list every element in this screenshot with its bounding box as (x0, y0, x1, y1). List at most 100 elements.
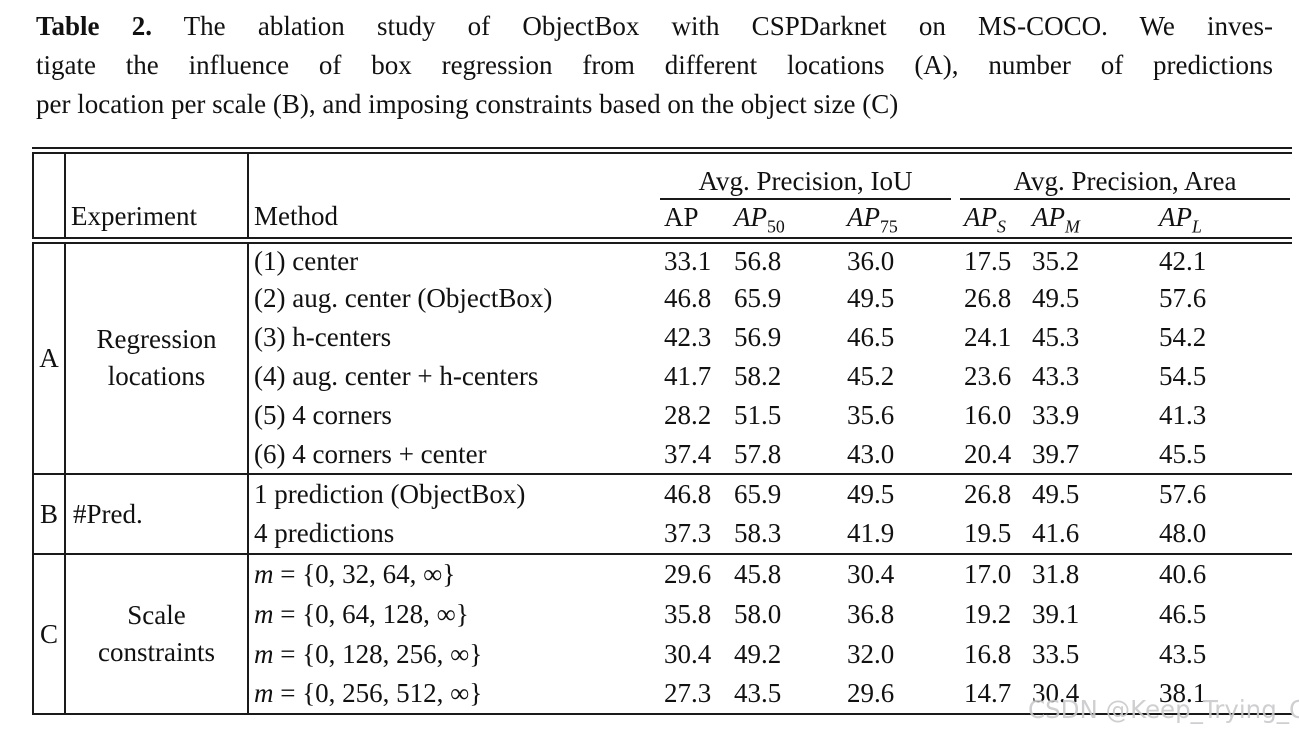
header-group-area: Avg. Precision, Area (960, 151, 1292, 200)
value-cell: 49.5 (847, 479, 895, 509)
value-cell: 39.1 (1032, 598, 1080, 629)
value-cell: 17.5 (964, 245, 1012, 276)
method-cell: (5) 4 corners (254, 400, 392, 430)
value-cell: 36.0 (847, 245, 895, 276)
value-cell: 41.3 (1159, 400, 1207, 430)
method-cell: m = {0, 64, 128, ∞} (254, 598, 469, 629)
group-letter-a: A (32, 240, 66, 474)
value-cell: 28.2 (664, 400, 712, 430)
caption-label: Table 2. (36, 11, 152, 41)
table-row: A Regression locations (1) center 33.1 5… (32, 240, 1292, 474)
section-a: A Regression locations (1) center 33.1 5… (32, 240, 1292, 474)
value-cell: 57.8 (734, 438, 782, 469)
value-cell: 27.3 (664, 678, 712, 708)
section-b: B #Pred. 1 prediction (ObjectBox) 46.8 6… (32, 474, 1292, 554)
method-cell: 4 predictions (254, 518, 395, 548)
value-cell: 46.5 (847, 322, 895, 352)
table-row: (6) 4 corners + center 37.4 57.8 43.0 20… (33, 435, 1292, 474)
value-cell: 54.2 (1159, 322, 1207, 352)
table-row: 4 predictions 37.3 58.3 41.9 19.5 41.6 4… (33, 514, 1292, 554)
group-letter-c: C (32, 554, 66, 714)
value-cell: 65.9 (734, 479, 782, 509)
table-row: B #Pred. 1 prediction (ObjectBox) 46.8 6… (32, 474, 1292, 554)
header-col-apl: APL (1159, 201, 1202, 236)
method-cell: m = {0, 256, 512, ∞} (254, 678, 483, 708)
table-row: m = {0, 128, 256, ∞} 30.4 49.2 32.0 16.8… (33, 634, 1292, 674)
value-cell: 17.0 (964, 559, 1012, 589)
value-cell: 49.5 (1032, 479, 1080, 509)
caption-line-3: per location per scale (B), and imposing… (36, 89, 899, 119)
value-cell: 32.0 (847, 638, 895, 669)
ablation-table: Experiment Method Avg. Precision, IoU Av… (32, 147, 1292, 715)
value-cell: 42.1 (1159, 245, 1207, 276)
value-cell: 19.5 (964, 518, 1012, 548)
caption-line-1: Table 2. The ablation study of ObjectBox… (36, 7, 1273, 46)
header-col-ap75: AP75 (847, 201, 898, 236)
value-cell: 51.5 (734, 400, 782, 430)
value-cell: 35.6 (847, 400, 895, 430)
value-cell: 29.6 (847, 678, 895, 708)
experiment-label-c: Scale constraints (65, 554, 249, 714)
value-cell: 14.7 (964, 678, 1012, 708)
header-group-iou: Avg. Precision, IoU (660, 151, 960, 200)
header-col-aps: APS (964, 201, 1006, 236)
method-cell: m = {0, 128, 256, ∞} (254, 638, 483, 669)
value-cell: 57.6 (1159, 283, 1207, 313)
value-cell: 49.5 (1032, 283, 1080, 313)
value-cell: 39.7 (1032, 438, 1080, 469)
value-cell: 48.0 (1159, 518, 1207, 548)
value-cell: 30.4 (1032, 678, 1080, 708)
value-cell: 35.8 (664, 598, 712, 629)
value-cell: 65.9 (734, 283, 782, 313)
value-cell: 58.2 (734, 361, 782, 391)
value-cell: 36.8 (847, 598, 895, 629)
value-cell: 45.2 (847, 361, 895, 391)
value-cell: 35.2 (1032, 245, 1080, 276)
value-cell: 31.8 (1032, 559, 1080, 589)
value-cell: 24.1 (964, 322, 1012, 352)
table-row: m = {0, 256, 512, ∞} 27.3 43.5 29.6 14.7… (33, 674, 1292, 714)
value-cell: 49.5 (847, 283, 895, 313)
experiment-label-b: #Pred. (65, 474, 249, 554)
header-group-corner (32, 150, 66, 240)
table-row: (5) 4 corners 28.2 51.5 35.6 16.0 33.9 4… (33, 396, 1292, 435)
table-row: (2) aug. center (ObjectBox) 46.8 65.9 49… (33, 279, 1292, 318)
method-cell: (1) center (254, 245, 359, 276)
value-cell: 33.9 (1032, 400, 1080, 430)
table-caption: Table 2. The ablation study of ObjectBox… (36, 7, 1273, 124)
value-cell: 46.8 (664, 283, 712, 313)
method-cell: (3) h-centers (254, 322, 392, 352)
value-cell: 56.9 (734, 322, 782, 352)
value-cell: 58.0 (734, 598, 782, 629)
value-cell: 29.6 (664, 559, 712, 589)
value-cell: 26.8 (964, 283, 1012, 313)
value-cell: 43.5 (1159, 638, 1207, 669)
method-cell: m = {0, 32, 64, ∞} (254, 559, 456, 589)
value-cell: 46.5 (1159, 598, 1207, 629)
value-cell: 33.1 (664, 245, 712, 276)
value-cell: 41.6 (1032, 518, 1080, 548)
header-col-apm: APM (1032, 201, 1080, 236)
experiment-label-a: Regression locations (65, 240, 249, 474)
value-cell: 43.5 (734, 678, 782, 708)
group-letter-b: B (32, 474, 66, 554)
value-cell: 16.0 (964, 400, 1012, 430)
table-row: (3) h-centers 42.3 56.9 46.5 24.1 45.3 5… (33, 318, 1292, 357)
value-cell: 37.3 (664, 518, 712, 548)
table-row: C Scale constraints m = {0, 32, 64, ∞} 2… (32, 554, 1292, 714)
value-cell: 46.8 (664, 479, 712, 509)
value-cell: 49.2 (734, 638, 782, 669)
value-cell: 26.8 (964, 479, 1012, 509)
value-cell: 45.3 (1032, 322, 1080, 352)
header-col-ap: AP (664, 201, 699, 232)
value-cell: 42.3 (664, 322, 712, 352)
method-cell: (6) 4 corners + center (254, 438, 487, 469)
value-cell: 19.2 (964, 598, 1012, 629)
caption-line-2: tigate the influence of box regression f… (36, 50, 1273, 80)
value-cell: 41.9 (847, 518, 895, 548)
section-c: C Scale constraints m = {0, 32, 64, ∞} 2… (32, 554, 1292, 714)
value-cell: 45.8 (734, 559, 782, 589)
method-cell: 1 prediction (ObjectBox) (254, 479, 526, 509)
value-cell: 30.4 (847, 559, 895, 589)
csdn-watermark: CSDN @Keep_Trying_Go (1028, 695, 1299, 724)
